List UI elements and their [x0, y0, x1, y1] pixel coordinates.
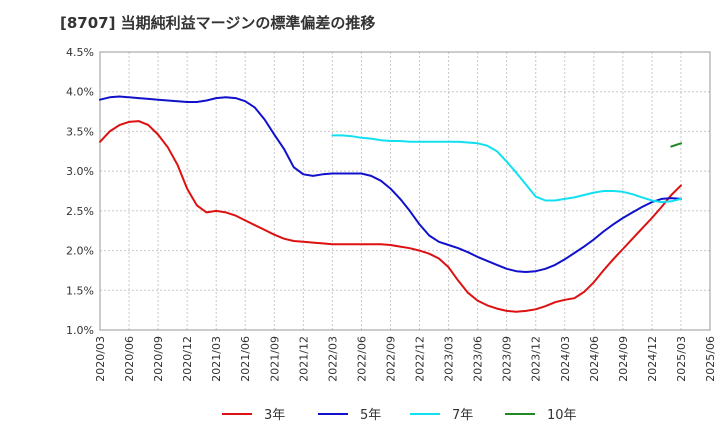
y-tick-label: 1.0%: [66, 324, 94, 337]
chart-title: [8707] 当期純利益マージンの標準偏差の推移: [60, 14, 376, 32]
legend-label: 7年: [452, 408, 473, 423]
x-tick-label: 2021/06: [239, 336, 252, 382]
x-tick-label: 2020/06: [123, 336, 136, 382]
x-tick-label: 2024/03: [559, 336, 572, 382]
series-line-10年: [670, 142, 682, 148]
x-tick-label: 2023/03: [443, 336, 456, 382]
y-tick-label: 1.5%: [66, 284, 94, 297]
x-tick-label: 2023/06: [472, 336, 485, 382]
x-tick-label: 2020/09: [152, 336, 165, 382]
x-tick-label: 2020/03: [94, 336, 107, 382]
x-tick-label: 2023/12: [530, 336, 543, 382]
series-line-3年: [99, 120, 682, 313]
axis-layer: 1.0% 1.5% 2.0% 2.5% 3.0% 3.5% 4.0% 4.5% 2020/03 2…: [66, 46, 717, 382]
legend-label: 5年: [360, 408, 381, 423]
x-tick-label: 2022/03: [326, 336, 339, 382]
y-tick-label: 2.5%: [66, 205, 94, 218]
x-tick-label: 2020/12: [181, 336, 194, 382]
y-tick-label: 3.0%: [66, 165, 94, 178]
y-tick-label: 3.5%: [66, 125, 94, 138]
x-tick-label: 2022/06: [355, 336, 368, 382]
x-tick-label: 2022/12: [414, 336, 427, 382]
x-tick-label: 2025/06: [704, 336, 717, 382]
series-line-7年: [331, 134, 682, 204]
y-tick-label: 4.0%: [66, 86, 94, 99]
x-tick-label: 2024/09: [617, 336, 630, 382]
series-layer: [99, 95, 682, 313]
x-tick-label: 2021/03: [210, 336, 223, 382]
y-tick-label: 4.5%: [66, 46, 94, 59]
x-tick-label: 2022/09: [384, 336, 397, 382]
legend-label: 3年: [264, 408, 285, 423]
x-tick-label: 2024/12: [646, 336, 659, 382]
legend: 3年 5年 7年 10年: [222, 408, 577, 423]
x-tick-label: 2025/03: [675, 336, 688, 382]
series-line-5年: [99, 95, 682, 273]
x-tick-label: 2024/06: [588, 336, 601, 382]
x-tick-label: 2023/09: [501, 336, 514, 382]
x-tick-label: 2021/09: [268, 336, 281, 382]
y-tick-label: 2.0%: [66, 245, 94, 258]
x-tick-label: 2021/12: [297, 336, 310, 382]
plot-frame: [99, 51, 711, 331]
legend-label: 10年: [547, 408, 577, 423]
